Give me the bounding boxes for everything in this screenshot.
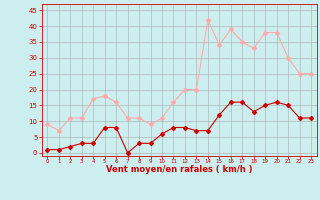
- X-axis label: Vent moyen/en rafales ( km/h ): Vent moyen/en rafales ( km/h ): [106, 165, 252, 174]
